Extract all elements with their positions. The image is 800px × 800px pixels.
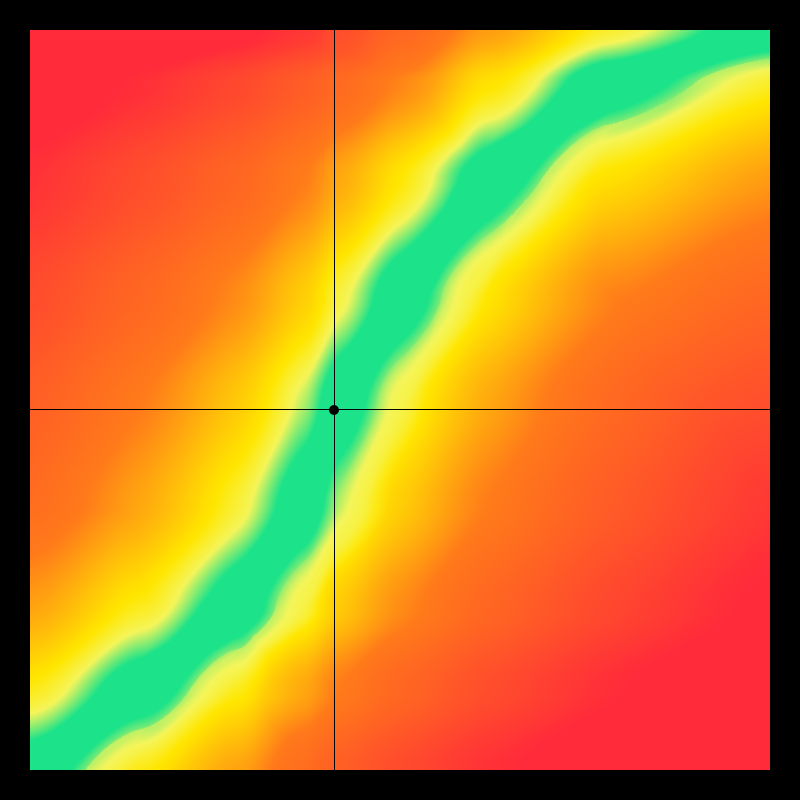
crosshair-vertical — [334, 30, 335, 770]
crosshair-horizontal — [30, 409, 770, 410]
plot-area — [30, 30, 770, 770]
heatmap-canvas — [30, 30, 770, 770]
crosshair-marker — [329, 405, 339, 415]
